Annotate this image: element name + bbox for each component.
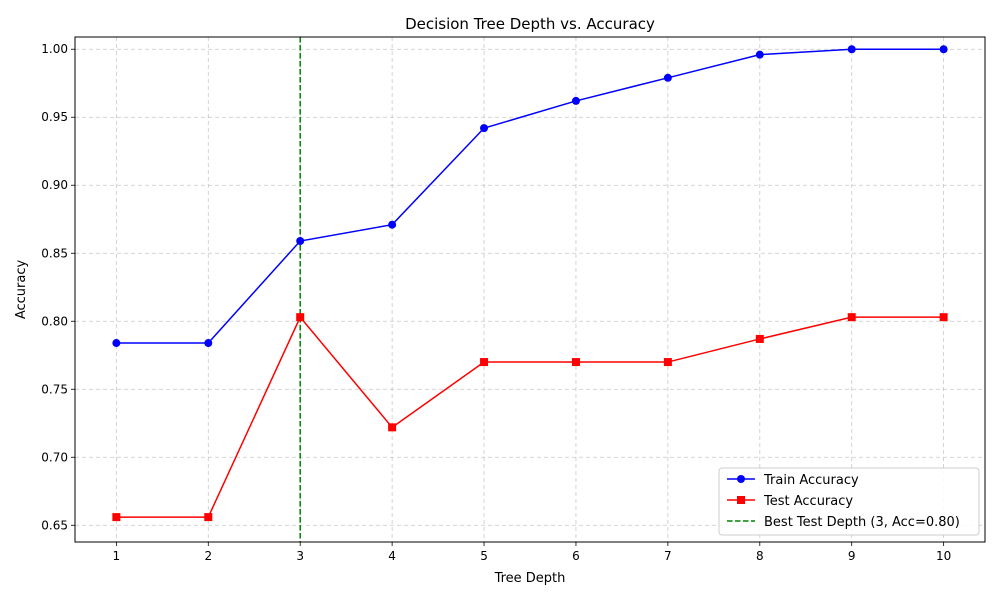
point-train-accuracy xyxy=(755,50,764,59)
y-tick-label: 1.00 xyxy=(41,42,68,56)
point-test-accuracy xyxy=(480,358,489,367)
legend-item-test: Test Accuracy xyxy=(727,494,853,509)
plot-frame xyxy=(74,36,986,543)
point-train-accuracy xyxy=(296,237,305,246)
point-test-accuracy xyxy=(939,313,948,322)
y-tick-label: 0.90 xyxy=(41,178,68,192)
point-train-accuracy xyxy=(663,73,672,82)
point-train-accuracy xyxy=(480,124,489,133)
legend-box xyxy=(718,467,980,536)
y-axis-title: Accuracy xyxy=(14,260,29,320)
x-tick-label: 7 xyxy=(664,549,672,563)
x-tick-label: 6 xyxy=(572,549,580,563)
point-test-accuracy xyxy=(112,513,121,522)
y-axis-ticks: 0.65 0.70 0.75 0.80 0.85 0.90 0.95 1.00 xyxy=(41,42,75,532)
point-test-accuracy xyxy=(204,513,213,522)
x-axis-ticks: 1 2 3 4 5 6 7 8 9 10 xyxy=(113,542,951,563)
series-train-accuracy xyxy=(112,45,948,348)
legend-item-best-depth: Best Test Depth (3, Acc=0.80) xyxy=(727,515,960,530)
point-train-accuracy xyxy=(204,339,213,348)
x-tick-label: 3 xyxy=(296,549,304,563)
legend-item-train: Train Accuracy xyxy=(727,473,859,488)
legend: Train Accuracy Test Accuracy Best Test D… xyxy=(718,467,980,536)
y-tick-label: 0.70 xyxy=(41,450,68,464)
x-axis-title: Tree Depth xyxy=(494,571,566,586)
x-tick-label: 1 xyxy=(113,549,121,563)
point-test-accuracy xyxy=(663,358,672,367)
y-tick-label: 0.85 xyxy=(41,246,68,260)
legend-best-depth-label: Best Test Depth (3, Acc=0.80) xyxy=(764,515,960,530)
chart-title: Decision Tree Depth vs. Accuracy xyxy=(405,15,655,33)
y-tick-label: 0.65 xyxy=(41,518,68,532)
point-test-accuracy xyxy=(847,313,856,322)
series-line-test-accuracy xyxy=(116,315,944,518)
legend-test-label: Test Accuracy xyxy=(763,494,853,509)
legend-test-marker xyxy=(737,496,745,504)
point-train-accuracy xyxy=(847,45,856,54)
point-train-accuracy xyxy=(939,45,948,54)
legend-train-label: Train Accuracy xyxy=(763,473,859,488)
y-tick-label: 0.80 xyxy=(41,314,68,328)
x-tick-label: 2 xyxy=(204,549,212,563)
x-tick-label: 9 xyxy=(848,549,856,563)
x-tick-label: 5 xyxy=(480,549,488,563)
series-line-train-accuracy xyxy=(116,48,944,344)
y-tick-label: 0.75 xyxy=(41,382,68,396)
point-test-accuracy xyxy=(571,358,580,367)
point-train-accuracy xyxy=(112,339,121,348)
y-tick-label: 0.95 xyxy=(41,110,68,124)
point-test-accuracy xyxy=(388,423,397,432)
series-test-accuracy xyxy=(112,313,948,522)
point-test-accuracy xyxy=(296,313,305,322)
legend-train-marker xyxy=(737,475,745,483)
series-layer xyxy=(112,45,948,522)
x-tick-label: 4 xyxy=(388,549,396,563)
x-tick-label: 10 xyxy=(936,549,951,563)
point-test-accuracy xyxy=(755,334,764,343)
point-train-accuracy xyxy=(388,220,397,229)
x-tick-label: 8 xyxy=(756,549,764,563)
point-train-accuracy xyxy=(571,96,580,105)
